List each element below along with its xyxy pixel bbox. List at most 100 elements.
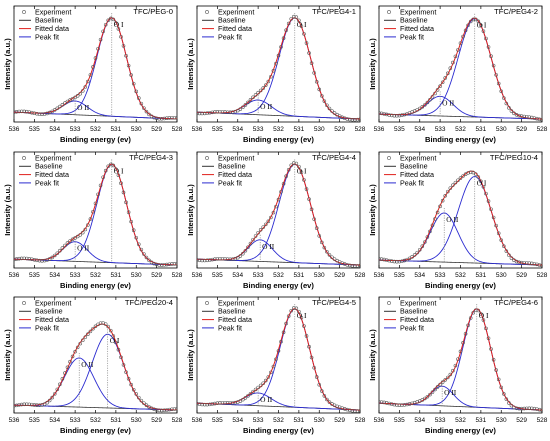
experiment-point — [228, 110, 232, 115]
x-tick-label: 532 — [273, 417, 284, 424]
y-axis-title: Intensity (a.u.) — [186, 329, 195, 381]
experiment-point — [271, 69, 276, 73]
experiment-point — [530, 261, 534, 266]
experiment-point — [17, 403, 21, 407]
experiment-point — [170, 407, 174, 412]
experiment-point — [382, 400, 386, 405]
experiment-point — [284, 321, 288, 326]
experiment-point — [322, 245, 327, 250]
experiment-point — [292, 306, 296, 310]
legend-entry: Peak fit — [35, 178, 59, 187]
experiment-point — [129, 219, 133, 224]
experiment-point — [294, 161, 299, 166]
experiment-point — [453, 54, 458, 59]
experiment-point — [435, 385, 440, 389]
experiment-point — [484, 326, 488, 331]
plot-area — [197, 161, 360, 268]
x-tick-label: 536 — [192, 272, 203, 279]
y-axis-title: Intensity (a.u.) — [3, 184, 12, 236]
experiment-point — [205, 402, 209, 407]
experiment-point — [40, 112, 44, 116]
experiment-point — [225, 110, 230, 115]
experiment-point — [486, 45, 491, 49]
legend-entry: Baseline — [35, 307, 63, 316]
experiment-point — [348, 263, 352, 268]
experiment-point — [302, 32, 306, 36]
legend-entry: Experiment — [35, 298, 71, 307]
experiment-point — [417, 247, 422, 252]
experiment-point — [353, 264, 357, 268]
experiment-point — [312, 217, 316, 221]
y-axis-title: Intensity (a.u.) — [3, 38, 12, 90]
experiment-point — [504, 397, 509, 401]
panel-title: TFC/PEG4-2 — [494, 7, 538, 16]
experiment-point — [165, 408, 169, 412]
legend-entry: Fitted data — [400, 170, 434, 179]
experiment-point — [535, 407, 539, 411]
experiment-point — [37, 403, 42, 408]
experiment-point — [392, 113, 397, 118]
x-axis-title: Binding energy (ev) — [243, 426, 314, 435]
y-axis-title: Intensity (a.u.) — [368, 329, 377, 381]
experiment-point — [448, 66, 453, 70]
experiment-point — [88, 329, 93, 334]
experiment-point — [197, 111, 202, 116]
experiment-point — [317, 234, 322, 238]
experiment-point — [481, 185, 486, 189]
experiment-point — [507, 106, 511, 110]
experiment-point — [235, 255, 240, 260]
experiment-point — [312, 366, 316, 370]
experiment-point — [139, 247, 144, 252]
experiment-point — [96, 46, 100, 51]
experiment-point — [438, 382, 442, 387]
experiment-point — [159, 408, 164, 413]
legend-entry: Fitted data — [35, 315, 69, 324]
experiment-point — [210, 402, 215, 406]
experiment-point — [91, 65, 95, 69]
experiment-point — [172, 407, 177, 411]
legend-entry: Fitted data — [400, 315, 434, 324]
experiment-point — [139, 101, 144, 106]
experiment-point — [504, 101, 509, 106]
experiment-point — [101, 175, 105, 180]
peak-fit-line-1 — [379, 176, 542, 266]
experiment-point — [353, 409, 357, 413]
x-tick-label: 529 — [151, 417, 162, 424]
experiment-point — [157, 116, 161, 121]
experiment-point — [507, 253, 511, 257]
experiment-point — [238, 254, 243, 258]
experiment-point — [55, 251, 60, 256]
experiment-point — [476, 308, 481, 313]
legend-entry: Experiment — [218, 7, 254, 16]
experiment-point — [507, 401, 511, 405]
experiment-point — [52, 108, 57, 112]
experiment-point — [207, 258, 212, 262]
experiment-point — [522, 261, 526, 265]
x-tick-label: 531 — [475, 417, 486, 424]
x-tick-label: 532 — [455, 417, 466, 424]
peak-label-1: O I — [114, 166, 124, 175]
x-tick-label: 529 — [151, 272, 162, 279]
experiment-point — [147, 258, 151, 263]
peak-label-1: O I — [114, 20, 124, 29]
legend-entry: Experiment — [400, 153, 436, 162]
experiment-point — [279, 45, 283, 49]
experiment-point — [304, 334, 309, 338]
experiment-point — [355, 264, 360, 268]
experiment-point — [527, 406, 532, 411]
experiment-point — [142, 252, 146, 256]
x-axis-title: Binding energy (ev) — [60, 281, 131, 290]
experiment-point — [384, 258, 389, 262]
experiment-point — [139, 398, 144, 403]
experiment-point — [481, 318, 486, 322]
experiment-point — [423, 396, 427, 401]
experiment-point — [258, 88, 263, 93]
experiment-point — [312, 71, 316, 75]
experiment-point — [63, 243, 67, 248]
x-tick-label: 530 — [496, 417, 507, 424]
experiment-point — [30, 110, 34, 115]
experiment-point — [256, 230, 260, 235]
experiment-point — [137, 395, 141, 400]
experiment-point — [106, 18, 111, 23]
